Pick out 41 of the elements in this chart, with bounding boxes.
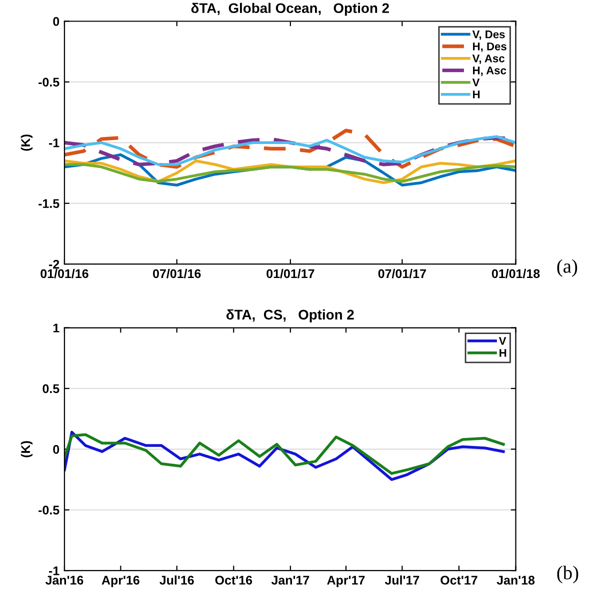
y-tick-label: -2: [48, 260, 60, 269]
y-tick-label: -0.5: [38, 506, 60, 515]
x-tick-label: Oct'17: [440, 576, 478, 585]
line-series: [64, 163, 516, 183]
x-tick-label: Jan'18: [496, 576, 535, 585]
x-tick-label: 01/01/16: [40, 268, 88, 278]
y-tick-label: 0: [53, 17, 60, 26]
y-axis-title: (K): [20, 134, 33, 151]
y-tick-label: -1: [48, 138, 60, 148]
x-tick-label: Jan'16: [45, 576, 84, 585]
chart-title: δTA, CS, Option 2: [226, 309, 354, 322]
x-tick-label: 01/01/18: [492, 268, 540, 278]
y-tick-label: -1.5: [38, 199, 60, 208]
y-tick-label: 1: [53, 324, 60, 332]
y-tick-label: 0.5: [42, 384, 60, 394]
text: (b): [557, 566, 578, 584]
x-tick-label: Apr'16: [102, 576, 140, 588]
legend-label: V: [472, 78, 480, 86]
legend-label: H: [473, 90, 480, 98]
legend-label: V: [498, 337, 506, 345]
legend-label: H, Asc: [473, 66, 506, 76]
chart-title: δTA, Global Ocean, Option 2: [191, 2, 389, 16]
y-tick-label: -1: [48, 566, 60, 576]
x-tick-label: Apr'17: [327, 576, 365, 588]
y-tick-label: 0: [53, 444, 60, 454]
line-series: [64, 128, 516, 169]
x-tick-label: 01/01/17: [266, 268, 314, 278]
legend-label: V, Des: [472, 30, 505, 40]
x-tick-label: Jul'16: [160, 575, 194, 585]
text: (a): [557, 259, 578, 277]
legend-label: H, Des: [473, 42, 506, 52]
x-tick-label: 07/01/17: [378, 268, 426, 278]
y-axis-title: (K): [20, 441, 33, 458]
x-tick-label: 07/01/16: [152, 268, 201, 278]
legend-label: V, Asc: [472, 54, 505, 64]
x-tick-label: Jul'17: [384, 575, 420, 585]
y-tick-label: -0.5: [38, 78, 60, 87]
legend-label: H: [500, 349, 506, 357]
x-tick-label: Oct'16: [215, 576, 252, 585]
line-series: [64, 433, 505, 475]
x-tick-label: Jan'17: [271, 576, 310, 585]
